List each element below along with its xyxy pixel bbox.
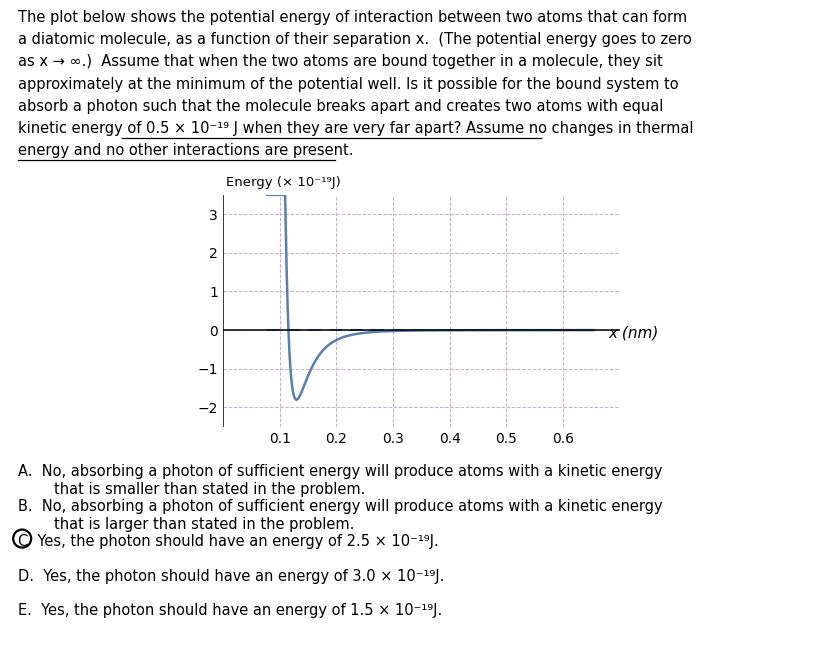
- Text: energy and no other interactions are present.: energy and no other interactions are pre…: [18, 143, 354, 158]
- Text: Energy (× 10⁻¹⁹J): Energy (× 10⁻¹⁹J): [225, 176, 340, 189]
- Text: approximately at the minimum of the potential well. Is it possible for the bound: approximately at the minimum of the pote…: [18, 77, 679, 91]
- Text: absorb a photon such that the molecule breaks apart and creates two atoms with e: absorb a photon such that the molecule b…: [18, 99, 663, 114]
- Text: B.  No, absorbing a photon of sufficient energy will produce atoms with a kineti: B. No, absorbing a photon of sufficient …: [18, 499, 662, 513]
- Text: a diatomic molecule, as a function of their separation x.  (The potential energy: a diatomic molecule, as a function of th…: [18, 32, 692, 47]
- Text: that is larger than stated in the problem.: that is larger than stated in the proble…: [54, 517, 354, 532]
- Text: that is smaller than stated in the problem.: that is smaller than stated in the probl…: [54, 482, 365, 497]
- Text: kinetic energy of 0.5 × 10⁻¹⁹ J when they are very far apart? Assume no changes : kinetic energy of 0.5 × 10⁻¹⁹ J when the…: [18, 121, 694, 136]
- Text: The plot below shows the potential energy of interaction between two atoms that : The plot below shows the potential energ…: [18, 10, 687, 25]
- Text: as x → ∞.)  Assume that when the two atoms are bound together in a molecule, the: as x → ∞.) Assume that when the two atom…: [18, 54, 663, 69]
- Text: E.  Yes, the photon should have an energy of 1.5 × 10⁻¹⁹J.: E. Yes, the photon should have an energy…: [18, 603, 443, 618]
- Text: C  Yes, the photon should have an energy of 2.5 × 10⁻¹⁹J.: C Yes, the photon should have an energy …: [18, 534, 439, 548]
- Text: D.  Yes, the photon should have an energy of 3.0 × 10⁻¹⁹J.: D. Yes, the photon should have an energy…: [18, 569, 444, 583]
- Text: x (nm): x (nm): [608, 326, 658, 341]
- Text: A.  No, absorbing a photon of sufficient energy will produce atoms with a kineti: A. No, absorbing a photon of sufficient …: [18, 464, 662, 478]
